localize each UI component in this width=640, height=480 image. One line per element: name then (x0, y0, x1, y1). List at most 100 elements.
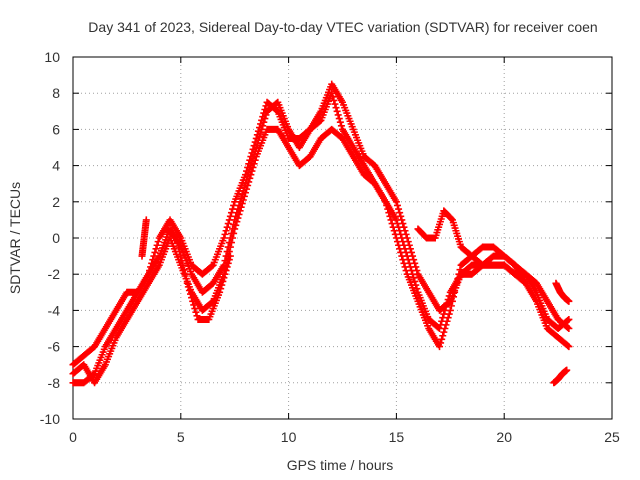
data-point (249, 163, 257, 171)
data-point (249, 145, 257, 153)
x-tick-label: 20 (496, 429, 512, 445)
y-tick-label: -10 (40, 411, 60, 427)
data-point (564, 324, 572, 332)
data-point (335, 115, 343, 123)
data-point (437, 339, 445, 347)
data-point (208, 262, 216, 270)
data-point (565, 325, 573, 332)
data-point (178, 257, 186, 265)
data-point (447, 302, 455, 310)
series-late-segment (414, 207, 530, 287)
data-point (251, 138, 259, 146)
data-point (185, 286, 193, 294)
data-point (403, 252, 411, 260)
data-point (445, 292, 453, 300)
data-point (238, 200, 246, 208)
data-point (259, 113, 267, 121)
x-tick-label: 10 (281, 429, 297, 445)
data-point (563, 366, 571, 374)
data-point (329, 93, 337, 101)
data-point (316, 117, 324, 125)
data-point (148, 259, 156, 267)
x-tick-label: 15 (389, 429, 405, 445)
data-point (253, 131, 261, 139)
data-point (439, 332, 447, 340)
data-point (220, 234, 228, 242)
data-point (227, 209, 235, 217)
data-point (233, 218, 241, 226)
data-point (392, 216, 400, 224)
data-point (190, 301, 198, 309)
data-point (221, 270, 229, 278)
data-point (392, 198, 400, 206)
chart-title: Day 341 of 2023, Sidereal Day-to-day VTE… (88, 19, 597, 35)
data-point (222, 267, 230, 275)
data-point (402, 248, 410, 256)
data-point (152, 245, 160, 253)
data-point (149, 256, 157, 264)
data-point (237, 203, 245, 211)
data-point (396, 209, 404, 217)
data-point (336, 118, 344, 126)
data-point (248, 149, 256, 157)
data-point (444, 296, 452, 304)
axes: 0 5 10 15 20 25 -10 -8 -6 -4 -2 0 2 4 6 8 10 (40, 49, 620, 445)
data-point (226, 212, 234, 220)
data-point (261, 105, 269, 113)
data-point (188, 294, 196, 302)
data-point (399, 238, 407, 246)
data-point (333, 107, 341, 115)
data-point (448, 297, 456, 305)
data-point (254, 127, 262, 135)
data-point (395, 205, 403, 213)
data-point (232, 221, 240, 229)
data-point (450, 293, 458, 301)
data-point (227, 239, 235, 247)
y-axis-label: SDTVAR / TECUs (7, 182, 23, 294)
data-point (250, 142, 258, 150)
data-point (410, 274, 418, 282)
data-point (183, 279, 191, 287)
data-point (231, 225, 239, 233)
data-point (331, 100, 339, 108)
data-point (171, 233, 179, 241)
data-point (260, 109, 268, 117)
data-point (258, 116, 266, 124)
data-point (223, 223, 231, 231)
data-point (225, 248, 233, 256)
data-point (406, 263, 414, 271)
data-point (179, 261, 187, 269)
data-point (221, 230, 229, 238)
data-point (241, 189, 249, 197)
data-point (176, 248, 184, 256)
data-point (409, 270, 417, 278)
data-point (192, 308, 200, 316)
data-point (153, 241, 161, 249)
data-point (180, 266, 188, 274)
data-point (398, 234, 406, 242)
data-point (142, 216, 150, 224)
data-point (247, 171, 255, 179)
data-point (189, 297, 197, 305)
data-point (436, 325, 444, 332)
y-tick-label: 8 (52, 85, 60, 101)
data-point (251, 156, 259, 164)
data-point (174, 239, 182, 247)
x-axis-label: GPS time / hours (287, 457, 394, 473)
data-point (220, 274, 228, 282)
data-point (397, 212, 405, 220)
x-tick-label: 0 (69, 429, 77, 445)
data-point (438, 335, 446, 343)
x-tick-label: 25 (604, 429, 620, 445)
data-point (244, 182, 252, 190)
data-point (248, 167, 256, 175)
data-point (243, 185, 251, 193)
y-tick-label: -6 (48, 339, 61, 355)
data-point (564, 316, 572, 324)
data-point (404, 256, 412, 264)
data-point (193, 312, 201, 320)
data-point (230, 201, 238, 209)
data-point (175, 243, 183, 251)
data-point (216, 288, 224, 296)
